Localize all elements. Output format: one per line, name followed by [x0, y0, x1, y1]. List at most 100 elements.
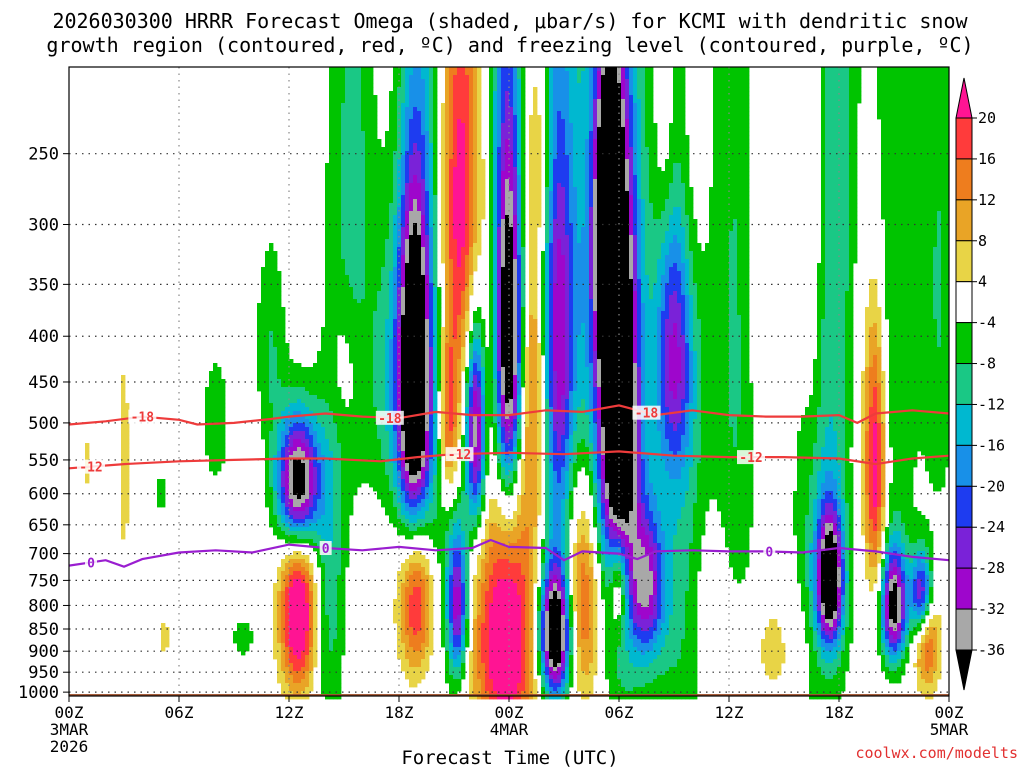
omega-cell: [401, 127, 406, 132]
omega-cell: [429, 167, 434, 172]
omega-cell: [821, 227, 826, 232]
omega-cell: [529, 127, 534, 132]
omega-cell: [409, 95, 414, 100]
omega-cell: [889, 139, 894, 144]
omega-cell: [741, 199, 746, 204]
omega-cell: [637, 107, 642, 112]
omega-cell: [945, 111, 950, 116]
omega-cell: [589, 119, 594, 124]
omega-cell: [609, 183, 614, 188]
omega-cell: [725, 183, 730, 188]
omega-cell: [837, 191, 842, 196]
omega-cell: [413, 195, 418, 200]
omega-cell: [853, 119, 858, 124]
omega-cell: [441, 231, 446, 236]
omega-cell: [521, 219, 526, 224]
omega-cell: [453, 67, 458, 72]
omega-cell: [945, 231, 950, 236]
omega-cell: [357, 159, 362, 164]
omega-cell: [881, 67, 886, 72]
omega-cell: [501, 99, 506, 104]
omega-cell: [561, 211, 566, 216]
omega-cell: [745, 103, 750, 108]
omega-cell: [429, 115, 434, 120]
omega-cell: [349, 91, 354, 96]
omega-cell: [913, 71, 918, 76]
omega-cell: [433, 127, 438, 132]
omega-cell: [889, 135, 894, 140]
omega-cell: [449, 183, 454, 188]
omega-cell: [669, 123, 674, 128]
omega-cell: [933, 215, 938, 220]
omega-cell: [493, 107, 498, 112]
omega-cell: [917, 95, 922, 100]
omega-cell: [941, 147, 946, 152]
omega-cell: [477, 207, 482, 212]
omega-cell: [825, 151, 830, 156]
omega-cell: [913, 187, 918, 192]
omega-cell: [477, 227, 482, 232]
omega-cell: [349, 155, 354, 160]
omega-cell: [841, 171, 846, 176]
omega-cell: [649, 99, 654, 104]
omega-cell: [853, 147, 858, 152]
omega-cell: [469, 171, 474, 176]
omega-cell: [725, 215, 730, 220]
omega-cell: [925, 135, 930, 140]
omega-cell: [397, 187, 402, 192]
omega-cell: [929, 115, 934, 120]
omega-cell: [449, 167, 454, 172]
omega-cell: [937, 139, 942, 144]
omega-cell: [829, 99, 834, 104]
omega-cell: [413, 231, 418, 236]
omega-cell: [433, 159, 438, 164]
omega-cell: [641, 119, 646, 124]
omega-cell: [393, 67, 398, 72]
omega-cell: [505, 71, 510, 76]
omega-cell: [473, 131, 478, 136]
omega-cell: [421, 223, 426, 228]
omega-cell: [397, 207, 402, 212]
omega-cell: [545, 107, 550, 112]
omega-cell: [829, 219, 834, 224]
omega-cell: [549, 123, 554, 128]
omega-cell: [329, 151, 334, 156]
omega-cell: [617, 199, 622, 204]
omega-cell: [413, 223, 418, 228]
omega-cell: [497, 167, 502, 172]
omega-cell: [713, 223, 718, 228]
omega-cell: [601, 227, 606, 232]
omega-cell: [925, 99, 930, 104]
omega-cell: [917, 219, 922, 224]
omega-cell: [633, 103, 638, 108]
omega-cell: [593, 79, 598, 84]
omega-cell: [401, 215, 406, 220]
omega-cell: [337, 211, 342, 216]
omega-cell: [493, 163, 498, 168]
omega-cell: [897, 135, 902, 140]
omega-cell: [349, 175, 354, 180]
omega-cell: [657, 167, 662, 172]
omega-cell: [589, 87, 594, 92]
omega-cell: [405, 99, 410, 104]
omega-cell: [917, 131, 922, 136]
omega-cell: [501, 203, 506, 208]
omega-cell: [585, 171, 590, 176]
omega-cell: [905, 83, 910, 88]
omega-cell: [345, 167, 350, 172]
omega-cell: [365, 75, 370, 80]
omega-cell: [721, 127, 726, 132]
omega-cell: [493, 71, 498, 76]
omega-cell: [909, 211, 914, 216]
omega-cell: [365, 179, 370, 184]
omega-cell: [581, 127, 586, 132]
omega-cell: [357, 87, 362, 92]
omega-cell: [669, 163, 674, 168]
omega-cell: [389, 219, 394, 224]
omega-cell: [549, 147, 554, 152]
omega-cell: [569, 163, 574, 168]
omega-cell: [829, 183, 834, 188]
omega-cell: [853, 67, 858, 72]
omega-cell: [597, 143, 602, 148]
omega-cell: [469, 179, 474, 184]
